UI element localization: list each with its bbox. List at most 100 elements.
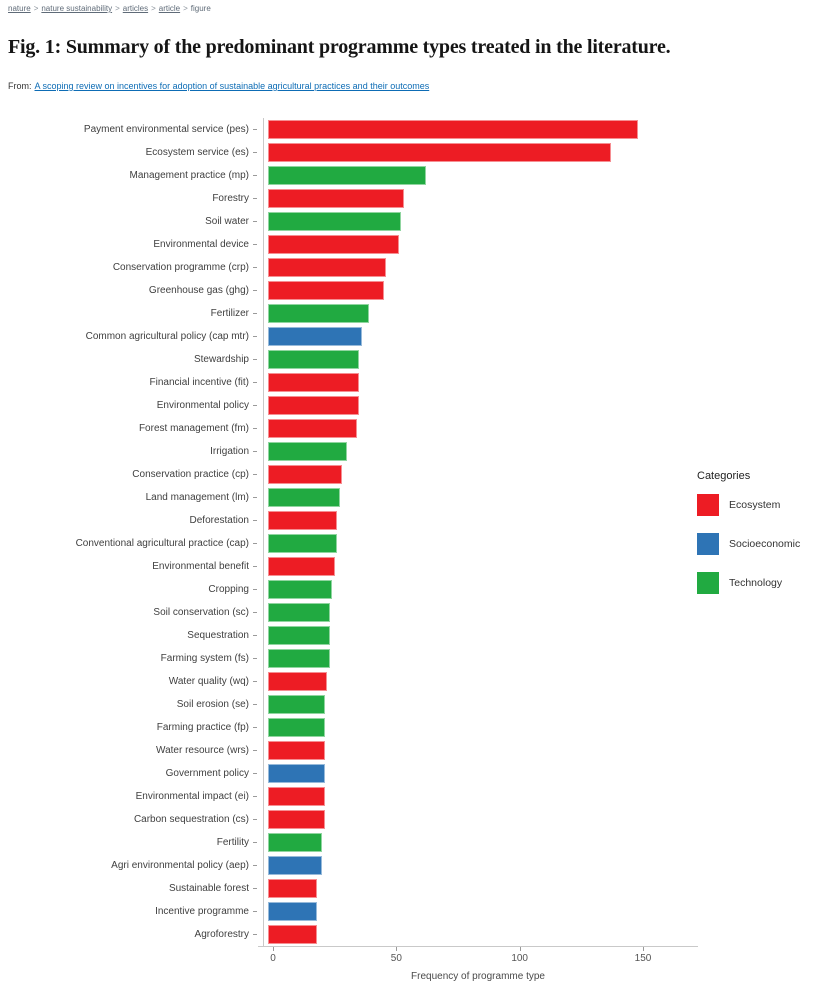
bar-zone bbox=[258, 235, 399, 254]
bar-technology bbox=[268, 580, 333, 599]
bar-row: Soil erosion (se) bbox=[8, 693, 638, 716]
y-tick-mark bbox=[253, 911, 257, 912]
bar-row: Forest management (fm) bbox=[8, 417, 638, 440]
bar-technology bbox=[268, 212, 402, 231]
category-label: Payment environmental service (pes) bbox=[83, 124, 249, 135]
x-tick-label: 50 bbox=[390, 953, 402, 964]
bar-zone bbox=[258, 741, 325, 760]
category-label: Forest management (fm) bbox=[138, 423, 249, 434]
y-tick-mark bbox=[253, 865, 257, 866]
y-tick-mark bbox=[253, 612, 257, 613]
breadcrumb-separator: > bbox=[115, 4, 120, 13]
bar-row: Incentive programme bbox=[8, 900, 638, 923]
bar-row: Greenhouse gas (ghg) bbox=[8, 279, 638, 302]
figure-title: Fig. 1: Summary of the predominant progr… bbox=[8, 36, 671, 58]
bar-zone bbox=[258, 672, 328, 691]
bar-technology bbox=[268, 350, 360, 369]
bar-technology bbox=[268, 442, 347, 461]
category-label: Conservation programme (crp) bbox=[112, 262, 249, 273]
bar-row: Common agricultural policy (cap mtr) bbox=[8, 325, 638, 348]
bar-ecosystem bbox=[268, 672, 328, 691]
x-axis-title: Frequency of programme type bbox=[411, 971, 545, 982]
y-tick-mark bbox=[253, 359, 257, 360]
bar-zone bbox=[258, 488, 340, 507]
y-tick-mark bbox=[253, 497, 257, 498]
legend-item-socioeconomic: Socioeconomic bbox=[697, 533, 800, 555]
breadcrumb-item-nature[interactable]: nature bbox=[8, 4, 31, 13]
y-tick-mark bbox=[253, 313, 257, 314]
category-label: Common agricultural policy (cap mtr) bbox=[85, 331, 249, 342]
bar-zone bbox=[258, 580, 333, 599]
bar-ecosystem bbox=[268, 120, 638, 139]
y-tick-mark bbox=[253, 129, 257, 130]
figure-source-line: From: A scoping review on incentives for … bbox=[8, 81, 429, 91]
bar-technology bbox=[268, 833, 323, 852]
bar-ecosystem bbox=[268, 396, 360, 415]
y-tick-mark bbox=[253, 819, 257, 820]
category-label: Environmental benefit bbox=[152, 561, 249, 572]
category-label: Ecosystem service (es) bbox=[145, 147, 249, 158]
bar-zone bbox=[258, 419, 357, 438]
x-tick-mark bbox=[519, 947, 521, 951]
breadcrumb-item-article[interactable]: article bbox=[158, 4, 181, 13]
bar-ecosystem bbox=[268, 925, 318, 944]
category-label: Water quality (wq) bbox=[168, 676, 249, 687]
bar-row: Water quality (wq) bbox=[8, 670, 638, 693]
y-tick-mark bbox=[253, 842, 257, 843]
bar-zone bbox=[258, 304, 370, 323]
category-label: Water resource (wrs) bbox=[156, 745, 249, 756]
bar-row: Ecosystem service (es) bbox=[8, 141, 638, 164]
from-label: From: bbox=[8, 81, 32, 91]
bar-zone bbox=[258, 534, 338, 553]
bar-row: Forestry bbox=[8, 187, 638, 210]
bar-ecosystem bbox=[268, 143, 611, 162]
category-label: Carbon sequestration (cs) bbox=[133, 814, 249, 825]
category-label: Land management (lm) bbox=[145, 492, 249, 503]
source-article-link[interactable]: A scoping review on incentives for adopt… bbox=[34, 81, 430, 91]
category-label: Environmental device bbox=[153, 239, 249, 250]
bar-zone bbox=[258, 557, 335, 576]
bar-row: Conservation programme (crp) bbox=[8, 256, 638, 279]
y-tick-mark bbox=[253, 336, 257, 337]
legend-item-ecosystem: Ecosystem bbox=[697, 494, 800, 516]
category-label: Sustainable forest bbox=[168, 883, 249, 894]
bar-zone bbox=[258, 649, 330, 668]
bar-ecosystem bbox=[268, 879, 318, 898]
bar-zone bbox=[258, 856, 323, 875]
category-label: Soil erosion (se) bbox=[176, 699, 249, 710]
breadcrumb-separator: > bbox=[151, 4, 156, 13]
bar-zone bbox=[258, 465, 342, 484]
y-tick-mark bbox=[253, 428, 257, 429]
bar-zone bbox=[258, 143, 611, 162]
category-label: Management practice (mp) bbox=[129, 170, 250, 181]
y-tick-mark bbox=[253, 221, 257, 222]
bar-technology bbox=[268, 626, 330, 645]
category-label: Farming practice (fp) bbox=[156, 722, 249, 733]
breadcrumb-separator: > bbox=[183, 4, 188, 13]
y-tick-mark bbox=[253, 474, 257, 475]
bar-row: Financial incentive (fit) bbox=[8, 371, 638, 394]
y-tick-mark bbox=[253, 704, 257, 705]
x-axis-line bbox=[258, 946, 698, 947]
y-tick-mark bbox=[253, 198, 257, 199]
bar-row: Payment environmental service (pes) bbox=[8, 118, 638, 141]
bar-row: Management practice (mp) bbox=[8, 164, 638, 187]
bar-ecosystem bbox=[268, 810, 325, 829]
bar-technology bbox=[268, 534, 338, 553]
bar-zone bbox=[258, 166, 426, 185]
bar-row: Environmental impact (ei) bbox=[8, 785, 638, 808]
bar-zone bbox=[258, 327, 362, 346]
bar-row: Stewardship bbox=[8, 348, 638, 371]
bar-zone bbox=[258, 442, 347, 461]
category-label: Agroforestry bbox=[194, 929, 249, 940]
breadcrumb-item-nature-sustainability[interactable]: nature sustainability bbox=[41, 4, 113, 13]
breadcrumb-item-articles[interactable]: articles bbox=[122, 4, 149, 13]
bar-row: Environmental policy bbox=[8, 394, 638, 417]
y-tick-mark bbox=[253, 290, 257, 291]
legend-label: Socioeconomic bbox=[729, 538, 801, 550]
bar-row: Land management (lm) bbox=[8, 486, 638, 509]
bar-technology bbox=[268, 166, 426, 185]
y-axis-line bbox=[263, 118, 264, 947]
category-label: Irrigation bbox=[210, 446, 249, 457]
category-label: Soil water bbox=[205, 216, 249, 227]
